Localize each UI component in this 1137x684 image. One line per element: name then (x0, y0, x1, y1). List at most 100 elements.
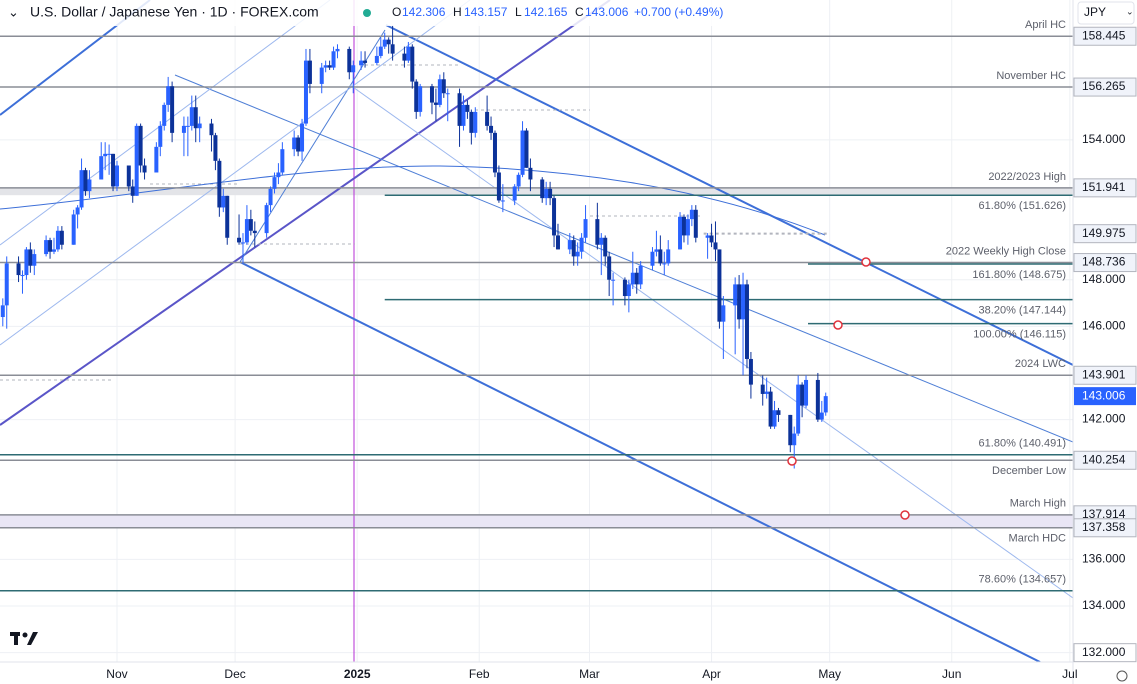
ohlc-label: C (575, 5, 584, 19)
level-price: 143.901 (1082, 367, 1126, 381)
candle-body (154, 146, 159, 173)
candle-body (4, 263, 9, 306)
candle-body (114, 165, 119, 187)
candle-body (496, 172, 501, 201)
x-tick-label: May (818, 667, 841, 681)
candle-body (607, 256, 612, 280)
currency[interactable]: JPY (1084, 5, 1106, 19)
level-label: 61.80% (151.626) (979, 200, 1066, 212)
candle-body (737, 284, 742, 320)
x-tick-label: 2025 (344, 667, 371, 681)
axis-box (1073, 643, 1137, 663)
candle-body (126, 165, 131, 187)
candle-body (500, 200, 505, 202)
candle-body (760, 384, 765, 394)
candle-body (292, 137, 297, 150)
candle-body (296, 137, 301, 152)
candle-body (418, 86, 423, 112)
x-tick-label: Nov (106, 667, 127, 681)
candle-body (32, 254, 37, 266)
level-label: 61.80% (140.491) (979, 438, 1066, 450)
candle-body (359, 60, 364, 66)
candle-body (705, 235, 710, 238)
candles (0, 25, 828, 469)
candle-body (24, 249, 29, 276)
x-tick-label: Mar (579, 667, 600, 681)
candle-body (768, 391, 773, 427)
candle-body (626, 284, 631, 297)
candle-body (638, 265, 643, 285)
candle-body (83, 170, 88, 192)
level-price: 158.445 (1082, 28, 1126, 42)
axis-box (1073, 518, 1137, 538)
candle-body (489, 125, 494, 133)
trend-line (349, 84, 1073, 599)
trend-line (239, 261, 1041, 662)
level-price: 148.736 (1082, 255, 1126, 269)
candle-body (654, 249, 659, 252)
level-label: April HC (1025, 19, 1066, 31)
candle-body (225, 195, 230, 238)
settings-icon[interactable] (1116, 670, 1128, 682)
candle-body (142, 165, 147, 173)
candle-body (611, 279, 616, 281)
candle-body (465, 104, 470, 112)
candle-body (552, 198, 557, 236)
candle-body (130, 186, 135, 196)
candle-body (44, 240, 49, 255)
candle-body (567, 240, 572, 250)
ohlc-value: 142.306 (402, 5, 446, 19)
candle-body (134, 125, 139, 196)
candle-body (819, 412, 824, 420)
candle-body (307, 60, 312, 84)
markers (787, 257, 910, 520)
level-price: 137.914 (1082, 507, 1126, 521)
candle-body (402, 53, 407, 61)
candle-body (382, 39, 387, 47)
candle-body (555, 235, 560, 250)
candle-body (764, 391, 769, 394)
moving-average (0, 165, 826, 236)
candle-body (457, 93, 462, 126)
price-box (1074, 387, 1136, 406)
candle-body (461, 104, 466, 126)
candle-body (378, 46, 383, 56)
candle-body (410, 46, 415, 82)
currency-button[interactable] (1077, 1, 1135, 25)
level-price: 151.941 (1082, 180, 1126, 194)
candle-body (788, 414, 793, 446)
candle-body (240, 242, 245, 244)
band (0, 514, 1073, 528)
candle-body (244, 219, 249, 243)
candle-body (272, 177, 277, 189)
candle-body (693, 209, 698, 238)
ohlc-value: 143.006 (585, 5, 629, 19)
level-label: 100.00% (146.115) (973, 329, 1066, 341)
trend-line (0, 0, 471, 346)
candle-body (792, 433, 797, 446)
candle-body (16, 263, 21, 276)
candle-body (51, 249, 56, 252)
candle-body (162, 104, 167, 126)
candle-body (583, 219, 588, 238)
candle-body (48, 240, 53, 252)
y-tick-label: 154.000 (1082, 132, 1126, 146)
candle-body (548, 188, 553, 199)
candle-body (804, 379, 809, 406)
marker (787, 456, 797, 466)
change: +0.700 (+0.49%) (634, 5, 723, 19)
candle-body (516, 174, 521, 187)
candle-body (524, 130, 529, 168)
candle-body (512, 186, 517, 201)
title: U.S. Dollar / Japanese Yen · 1D · FOREX.… (30, 4, 319, 20)
ohlc-value: 142.165 (524, 5, 568, 19)
candle-body (678, 216, 683, 250)
candle-body (823, 396, 828, 413)
candle-body (28, 249, 33, 266)
candle-body (170, 86, 175, 133)
candle-body (689, 209, 694, 220)
axis-box (1073, 224, 1137, 244)
candle-body (599, 237, 604, 245)
candle-body (571, 240, 576, 257)
